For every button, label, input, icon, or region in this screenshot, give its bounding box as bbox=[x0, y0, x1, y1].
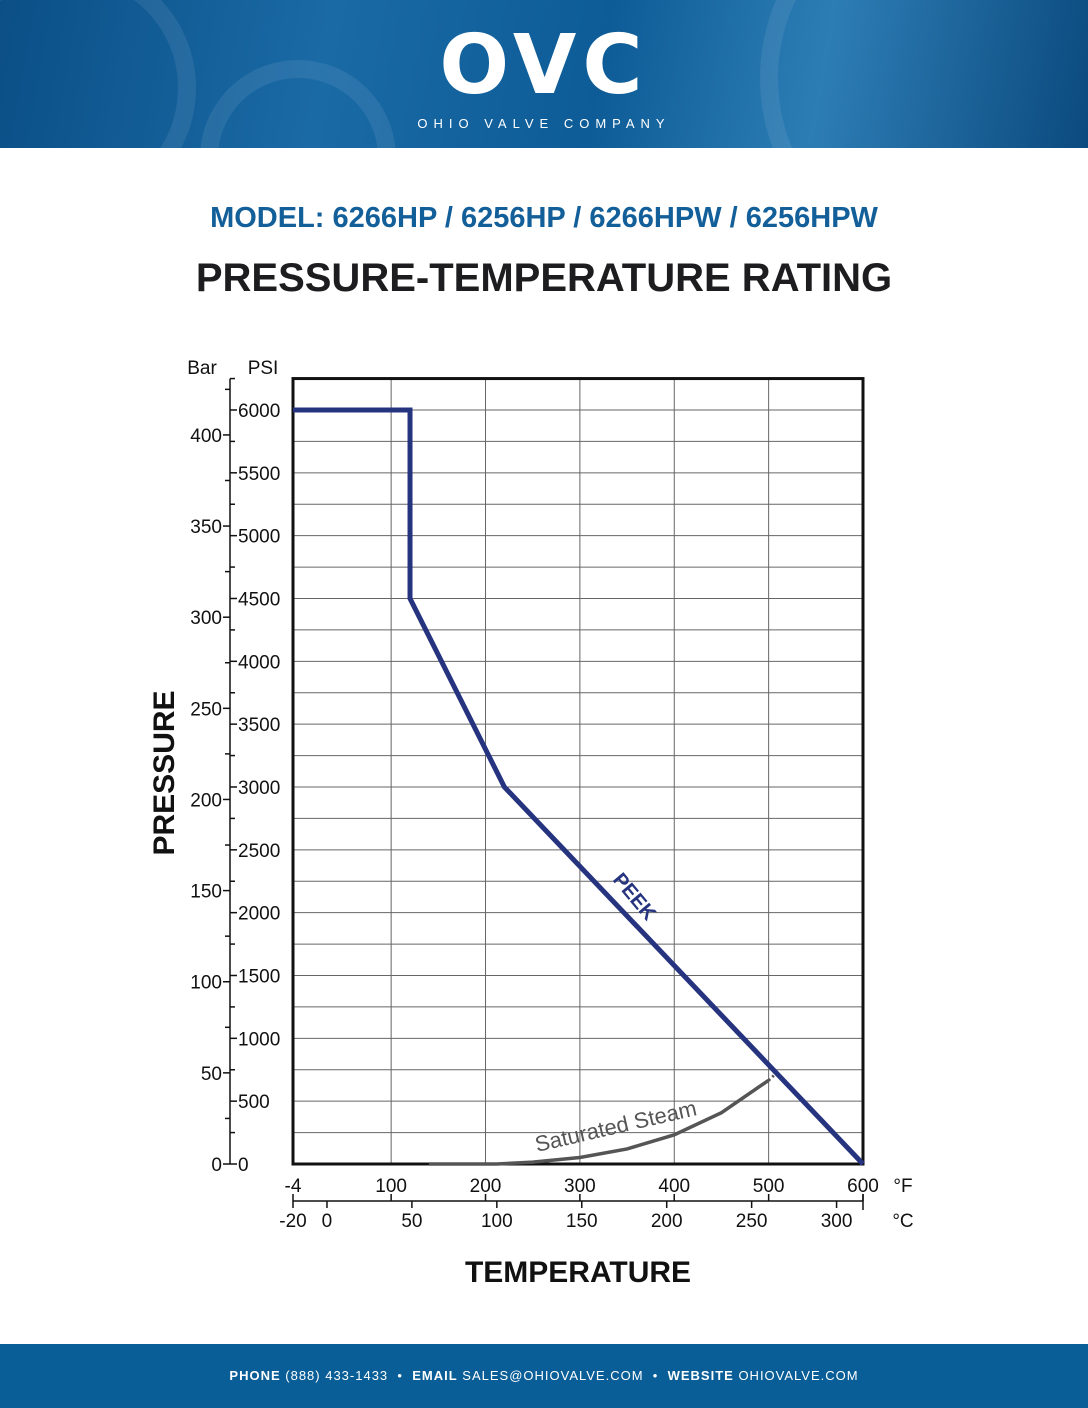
phone-label: PHONE bbox=[229, 1368, 281, 1383]
psi-tick-label: 2500 bbox=[238, 841, 280, 862]
celsius-tick-label: 300 bbox=[821, 1211, 853, 1232]
bar-tick-label: 200 bbox=[190, 790, 222, 811]
fahrenheit-unit-label: °F bbox=[893, 1176, 912, 1197]
bar-tick-label: 0 bbox=[211, 1155, 222, 1176]
psi-tick-label: 500 bbox=[238, 1092, 270, 1113]
celsius-tick-label: -20 bbox=[279, 1211, 306, 1232]
psi-tick-label: 0 bbox=[238, 1155, 249, 1176]
email-label: EMAIL bbox=[412, 1368, 458, 1383]
celsius-tick-label: 200 bbox=[651, 1211, 683, 1232]
x-axis-title: TEMPERATURE bbox=[465, 1256, 691, 1289]
psi-tick-label: 5000 bbox=[238, 527, 280, 548]
fahrenheit-tick-label: 100 bbox=[375, 1176, 407, 1197]
separator: • bbox=[397, 1368, 403, 1383]
website-label: WEBSITE bbox=[667, 1368, 734, 1383]
psi-tick-label: 1000 bbox=[238, 1029, 280, 1050]
bar-tick-label: 400 bbox=[190, 426, 222, 447]
psi-tick-label: 3000 bbox=[238, 778, 280, 799]
psi-tick-label: 3500 bbox=[238, 715, 280, 736]
website[interactable]: OHIOVALVE.COM bbox=[738, 1368, 859, 1383]
bar-tick-label: 100 bbox=[190, 973, 222, 994]
footer: PHONE (888) 433-1433 • EMAIL SALES@OHIOV… bbox=[0, 1344, 1088, 1408]
fahrenheit-tick-label: 300 bbox=[564, 1176, 596, 1197]
phone[interactable]: (888) 433-1433 bbox=[285, 1368, 389, 1383]
bar-tick-label: 300 bbox=[190, 608, 222, 629]
company-logo: OVC bbox=[439, 18, 649, 113]
peek-series-label: PEEK bbox=[608, 869, 660, 925]
bar-tick-label: 50 bbox=[201, 1064, 222, 1085]
psi-tick-label: 4500 bbox=[238, 589, 280, 610]
fahrenheit-tick-label: 200 bbox=[470, 1176, 502, 1197]
celsius-tick-label: 150 bbox=[566, 1211, 598, 1232]
celsius-tick-label: 50 bbox=[401, 1211, 422, 1232]
celsius-tick-label: 250 bbox=[736, 1211, 768, 1232]
fahrenheit-tick-label: 600 bbox=[847, 1176, 879, 1197]
bar-tick-label: 250 bbox=[190, 699, 222, 720]
fahrenheit-tick-label: -4 bbox=[285, 1176, 302, 1197]
fahrenheit-tick-label: 500 bbox=[753, 1176, 785, 1197]
header-banner: OVC OHIO VALVE COMPANY bbox=[0, 0, 1088, 148]
bar-tick-label: 350 bbox=[190, 517, 222, 538]
celsius-tick-label: 100 bbox=[481, 1211, 513, 1232]
model-heading: MODEL: 6266HP / 6256HP / 6266HPW / 6256H… bbox=[210, 202, 878, 234]
psi-tick-label: 4000 bbox=[238, 652, 280, 673]
psi-tick-label: 1500 bbox=[238, 966, 280, 987]
psi-tick-label: 6000 bbox=[238, 401, 280, 422]
psi-tick-label: 2000 bbox=[238, 904, 280, 925]
psi-tick-label: 5500 bbox=[238, 464, 280, 485]
page-title: PRESSURE-TEMPERATURE RATING bbox=[195, 256, 893, 300]
email[interactable]: SALES@OHIOVALVE.COM bbox=[462, 1368, 644, 1383]
psi-unit-label: PSI bbox=[248, 358, 279, 379]
company-logo-subtitle: OHIO VALVE COMPANY bbox=[417, 116, 671, 131]
bar-tick-label: 150 bbox=[190, 882, 222, 903]
y-axis-title: PRESSURE bbox=[148, 690, 181, 855]
celsius-tick-label: 0 bbox=[322, 1211, 333, 1232]
fahrenheit-tick-label: 400 bbox=[658, 1176, 690, 1197]
steam-curve bbox=[428, 1078, 770, 1166]
separator: • bbox=[652, 1368, 659, 1383]
bar-unit-label: Bar bbox=[187, 358, 217, 379]
plot-frame bbox=[291, 377, 865, 1166]
celsius-unit-label: °C bbox=[892, 1211, 913, 1232]
